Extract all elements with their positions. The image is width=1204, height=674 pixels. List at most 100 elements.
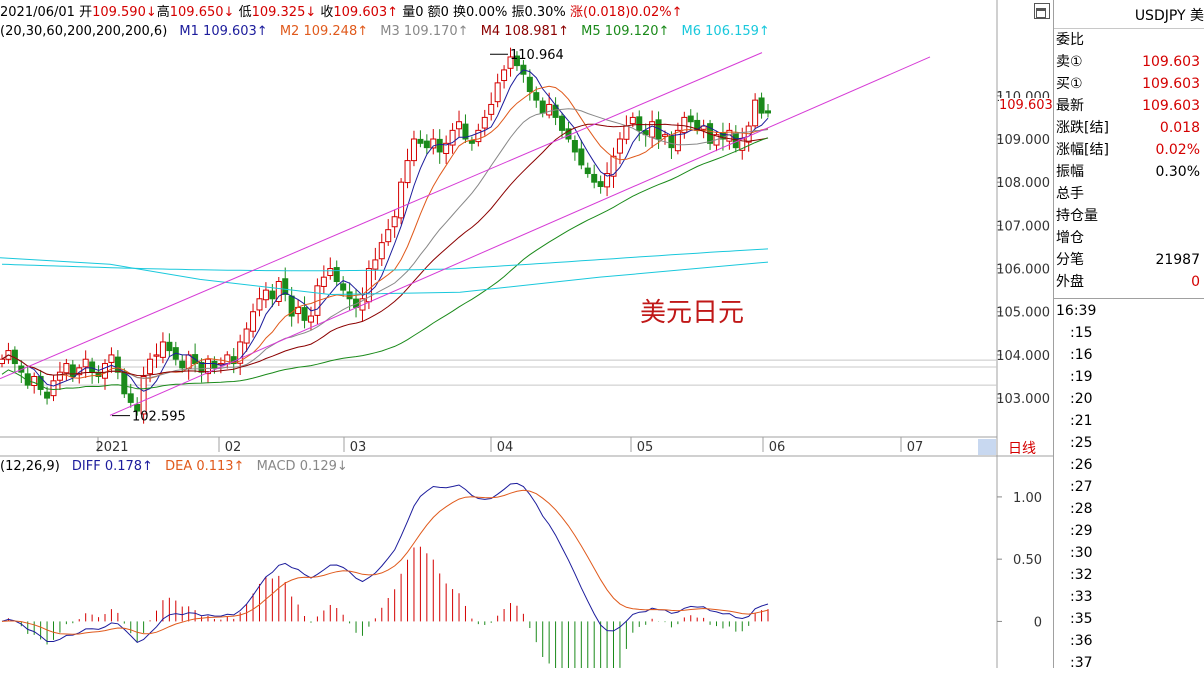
candle-body — [307, 315, 314, 323]
candle-body — [662, 134, 669, 137]
candle-body — [623, 125, 630, 140]
candle-body — [674, 129, 681, 152]
candle-body — [417, 138, 424, 144]
candle-body — [237, 341, 244, 364]
ma-info-bar: (20,30,60,200,200,200,6) M1 109.603↑ M2 … — [0, 24, 770, 40]
candle-body — [101, 363, 108, 379]
volume-value: 量0 — [402, 5, 424, 20]
candle-body — [147, 358, 154, 375]
quote-row-label: 委比 — [1056, 32, 1084, 48]
dea-line — [1, 489, 769, 635]
candle-body — [140, 376, 147, 415]
quote-row-label: 卖① — [1056, 54, 1083, 70]
candle-body — [82, 358, 89, 368]
candle-body — [456, 121, 463, 130]
candle-body — [765, 110, 771, 114]
tick-row: :29 — [1054, 520, 1204, 542]
candle-body — [604, 173, 611, 188]
tick-time: :29 — [1070, 523, 1093, 539]
candle-body — [153, 354, 160, 357]
quote-row-value: 109.603 — [1142, 76, 1200, 92]
candle-body — [571, 140, 578, 153]
quote-row-value: 21987 — [1155, 252, 1200, 268]
ma-item-m6: M6 106.159↑ — [681, 24, 770, 39]
candle-body — [44, 391, 51, 399]
channel-lower-line — [109, 56, 931, 416]
ma-item-m5: M5 109.120↑ — [581, 24, 670, 39]
diff-line — [1, 482, 769, 644]
candle-body — [539, 100, 546, 114]
quote-row: 外盘 0 — [1054, 271, 1204, 293]
candle-body — [275, 281, 282, 302]
candle-body — [687, 115, 694, 123]
scroll-handle — [978, 439, 996, 455]
current-price-tag: 109.603 — [999, 98, 1053, 113]
tick-row: :37 — [1054, 652, 1204, 674]
window-toggle-button[interactable] — [1034, 3, 1050, 19]
candle-body — [211, 360, 218, 369]
quote-row-label: 涨跌[结] — [1056, 120, 1109, 136]
candle-body — [0, 358, 5, 365]
turnover-value: 换0.00% — [453, 5, 508, 20]
ma-line-m3 — [1, 108, 769, 379]
time-tick-label: 2021 — [95, 440, 128, 455]
candle-body — [533, 92, 540, 101]
period-label[interactable]: 日线 — [1008, 441, 1036, 457]
candle-body — [378, 242, 385, 260]
candle-body — [108, 354, 115, 363]
price-tick-label: 104.000 — [996, 349, 1050, 364]
candle-body — [333, 267, 340, 283]
tick-time: :21 — [1070, 413, 1093, 429]
tick-time: :37 — [1070, 655, 1093, 671]
tick-time: :33 — [1070, 589, 1093, 605]
tick-row: :36 — [1054, 630, 1204, 652]
price-tick-label: 106.000 — [996, 263, 1050, 278]
quote-row: 买① 109.603 — [1054, 73, 1204, 95]
candle-body — [243, 328, 250, 344]
macd-item-macd: MACD 0.129↓ — [256, 459, 348, 474]
quote-row: 最新 109.603 — [1054, 95, 1204, 117]
candle-body — [385, 229, 392, 243]
tick-row: :35 — [1054, 608, 1204, 630]
candle-body — [69, 364, 76, 378]
tick-row: :32 — [1054, 564, 1204, 586]
ma-line-m6-trend — [0, 257, 769, 295]
quote-row: 分笔 21987 — [1054, 249, 1204, 271]
time-tick-label: 02 — [225, 440, 242, 455]
quote-row-value: 0 — [1191, 274, 1200, 290]
candle-body — [584, 167, 591, 175]
candle-body — [700, 125, 707, 130]
candle-body — [340, 283, 347, 291]
candle-body — [468, 139, 475, 144]
sidebar-divider — [1054, 28, 1204, 29]
tick-row: :15 — [1054, 322, 1204, 344]
amplitude-value: 振0.30% — [511, 5, 566, 20]
low-annotation: 102.595 — [132, 410, 186, 425]
high-label: 高 — [156, 5, 170, 20]
candle-body — [430, 138, 437, 149]
candle-body — [507, 56, 514, 69]
tick-row: :19 — [1054, 366, 1204, 388]
time-tick-label: 04 — [497, 440, 514, 455]
ohlc-info-bar: 2021/06/01 开109.590↓高109.650↓ 低109.325↓ … — [0, 5, 683, 21]
quote-row-label: 持仓量 — [1056, 208, 1098, 224]
quote-row: 振幅 0.30% — [1054, 161, 1204, 183]
tick-row: :30 — [1054, 542, 1204, 564]
candle-body — [449, 129, 456, 146]
candle-body — [423, 140, 430, 149]
ma-params: (20,30,60,200,200,200,6) — [0, 24, 168, 39]
window-icon — [1036, 8, 1046, 18]
tick-row: 16:39 — [1054, 300, 1204, 322]
candle-body — [391, 216, 398, 228]
tick-time: :36 — [1070, 633, 1093, 649]
quote-row-value: 109.603 — [1142, 98, 1200, 114]
open-label: 开 — [79, 5, 93, 20]
quote-row-label: 外盘 — [1056, 274, 1084, 290]
price-tick-label: 107.000 — [996, 219, 1050, 234]
candle-body — [327, 268, 334, 277]
candle-body — [610, 155, 617, 177]
candle-body — [250, 311, 257, 332]
ma-line-m4 — [1, 123, 769, 377]
high-annotation: 110.964 — [510, 48, 564, 63]
